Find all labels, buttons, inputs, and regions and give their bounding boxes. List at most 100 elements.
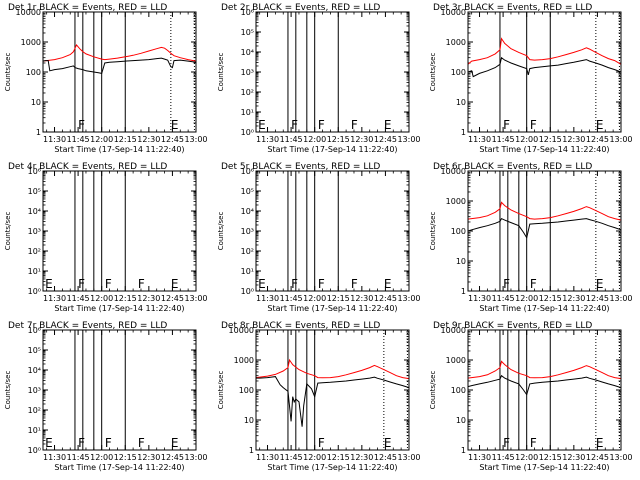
y-tick-label: 10²	[28, 406, 41, 415]
marker-letter: E	[384, 277, 392, 291]
x-tick-label: 11:45	[492, 135, 515, 144]
x-tick-label: 11:45	[67, 453, 90, 462]
y-tick-label: 1000	[21, 38, 41, 47]
x-tick-label: 12:15	[539, 294, 562, 303]
x-tick-label: 13:00	[184, 294, 207, 303]
marker-letter: F	[503, 118, 510, 132]
marker-letter: F	[351, 118, 358, 132]
marker-letter: F	[318, 118, 325, 132]
x-axis-label: Start Time (17-Sep-14 11:22:40)	[54, 463, 184, 472]
y-tick-label: 10²	[241, 247, 254, 256]
marker-letter: E	[384, 118, 392, 132]
x-tick-label: 11:30	[43, 135, 66, 144]
plot-frame	[255, 329, 410, 451]
x-axis-label: Start Time (17-Sep-14 11:22:40)	[54, 304, 184, 313]
y-tick-label: 10⁵	[241, 187, 254, 196]
plot-frame	[467, 170, 622, 292]
x-tick-label: 12:00	[90, 135, 113, 144]
y-axis-label: Counts/sec	[4, 371, 12, 410]
y-tick-label: 10000	[16, 8, 41, 17]
x-tick-label: 12:00	[90, 294, 113, 303]
marker-letter: F	[78, 277, 85, 291]
lld-series-line	[467, 360, 622, 380]
x-tick-label: 12:30	[562, 135, 585, 144]
lld-series-line	[42, 43, 197, 62]
marker-letter: F	[530, 436, 537, 450]
panel-title: Det 2r BLACK = Events, RED = LLD	[221, 3, 380, 13]
x-tick-label: 12:15	[327, 135, 350, 144]
marker-letter: F	[503, 436, 510, 450]
y-tick-label: 10³	[241, 227, 254, 236]
panel-title: Det 4r BLACK = Events, RED = LLD	[8, 162, 167, 172]
x-tick-label: 12:15	[327, 294, 350, 303]
x-axis-label: Start Time (17-Sep-14 11:22:40)	[267, 463, 397, 472]
y-tick-label: 10	[456, 416, 466, 425]
y-tick-label: 1	[249, 446, 254, 455]
y-tick-label: 10³	[28, 386, 41, 395]
x-tick-label: 12:30	[137, 453, 160, 462]
detector-panel: Det 5r BLACK = Events, RED = LLD Counts/s…	[217, 162, 421, 313]
x-tick-label: 12:30	[562, 453, 585, 462]
y-tick-label: 10³	[241, 68, 254, 77]
panel-title: Det 3r BLACK = Events, RED = LLD	[433, 3, 592, 13]
panel-title: Det 9r BLACK = Events, RED = LLD	[433, 321, 592, 331]
plot-frame	[42, 170, 197, 292]
y-axis-label: Counts/sec	[4, 53, 12, 92]
x-tick-label: 12:45	[161, 294, 184, 303]
y-tick-label: 10⁰	[28, 446, 41, 455]
marker-letter: E	[596, 436, 604, 450]
x-tick-label: 12:15	[539, 453, 562, 462]
y-tick-label: 10³	[28, 227, 41, 236]
x-axis-label: Start Time (17-Sep-14 11:22:40)	[267, 304, 397, 313]
marker-letter: E	[596, 118, 604, 132]
x-tick-label: 11:45	[67, 135, 90, 144]
detector-panel: Det 7r BLACK = Events, RED = LLD Counts/s…	[4, 321, 208, 472]
y-tick-label: 10⁵	[241, 28, 254, 37]
marker-letter: E	[171, 118, 179, 132]
y-tick-label: 10¹	[28, 267, 41, 276]
y-tick-label: 10⁰	[241, 128, 254, 137]
x-tick-label: 11:30	[43, 453, 66, 462]
y-tick-label: 1000	[446, 197, 466, 206]
x-tick-label: 11:30	[468, 135, 491, 144]
y-tick-label: 10000	[229, 326, 254, 335]
x-tick-label: 13:00	[609, 294, 632, 303]
y-tick-label: 10⁶	[28, 326, 41, 335]
plot-frame	[467, 329, 622, 451]
x-tick-label: 12:45	[374, 453, 397, 462]
y-tick-label: 10⁵	[28, 187, 41, 196]
y-axis-label: Counts/sec	[429, 53, 437, 92]
x-tick-label: 13:00	[397, 294, 420, 303]
x-tick-label: 11:45	[280, 135, 303, 144]
x-tick-label: 12:15	[114, 135, 137, 144]
x-tick-label: 12:45	[374, 135, 397, 144]
x-tick-label: 13:00	[184, 135, 207, 144]
marker-letter: E	[596, 277, 604, 291]
x-tick-label: 11:30	[468, 453, 491, 462]
y-tick-label: 10⁰	[28, 287, 41, 296]
y-tick-label: 10000	[441, 167, 466, 176]
x-tick-label: 11:45	[67, 294, 90, 303]
events-series-line	[467, 56, 622, 78]
y-tick-label: 100	[451, 227, 466, 236]
plot-frame	[255, 170, 410, 292]
x-tick-label: 12:00	[515, 294, 538, 303]
events-series-line	[467, 217, 622, 240]
x-tick-label: 11:30	[256, 135, 279, 144]
marker-letter: F	[105, 277, 112, 291]
x-tick-label: 12:00	[303, 453, 326, 462]
x-axis-label: Start Time (17-Sep-14 11:22:40)	[479, 145, 609, 154]
detector-panel: Det 4r BLACK = Events, RED = LLD Counts/s…	[4, 162, 208, 313]
plot-frame	[467, 11, 622, 133]
x-tick-label: 11:45	[492, 294, 515, 303]
x-axis-label: Start Time (17-Sep-14 11:22:40)	[54, 145, 184, 154]
y-tick-label: 10⁶	[241, 8, 254, 17]
y-tick-label: 10	[456, 98, 466, 107]
marker-letter: F	[318, 277, 325, 291]
y-tick-label: 10000	[441, 326, 466, 335]
x-tick-label: 11:30	[256, 294, 279, 303]
x-tick-label: 12:45	[586, 135, 609, 144]
x-tick-label: 12:00	[515, 135, 538, 144]
events-series-line	[467, 374, 622, 396]
